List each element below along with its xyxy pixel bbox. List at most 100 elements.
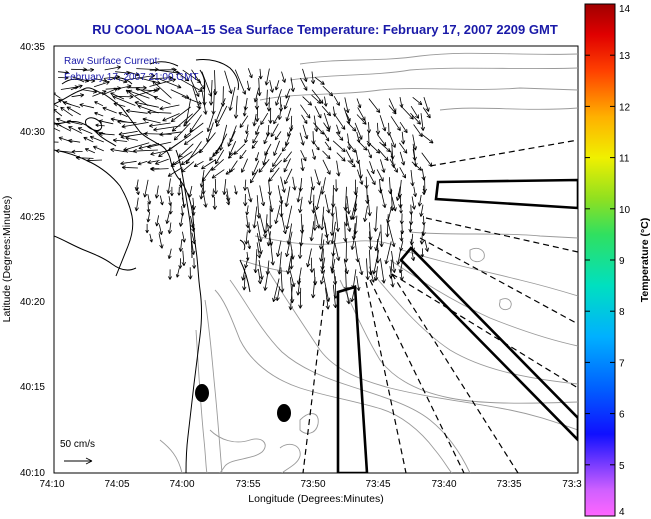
current-vector: [77, 127, 93, 135]
current-vector: [284, 186, 291, 208]
current-vector: [252, 113, 257, 127]
current-vector: [113, 102, 126, 107]
current-vector: [330, 221, 336, 245]
current-vector: [79, 103, 95, 109]
current-vector: [158, 233, 164, 249]
current-vector: [373, 206, 378, 232]
current-vector: [259, 185, 266, 207]
x-tick-label: 73:55: [235, 479, 260, 490]
current-vector: [171, 67, 190, 82]
current-vector: [166, 178, 171, 194]
current-vector: [379, 141, 391, 153]
current-vector: [60, 106, 73, 117]
current-vector: [215, 149, 225, 165]
current-vector: [154, 185, 160, 199]
current-vector: [314, 76, 325, 85]
current-vector: [280, 213, 287, 235]
current-vector: [335, 131, 344, 141]
current-vector: [159, 78, 182, 89]
current-vector: [124, 148, 136, 153]
current-vector: [376, 134, 387, 147]
current-vector: [421, 133, 434, 144]
current-vector: [345, 286, 351, 305]
y-axis: 40:35 40:30 40:25 40:20 40:15 40:10 Lati…: [1, 42, 45, 479]
current-vector: [272, 278, 280, 303]
x-tick-label: 73:35: [496, 479, 521, 490]
current-vector: [92, 90, 107, 97]
current-vector: [285, 88, 291, 99]
current-vector: [225, 168, 235, 175]
current-vector: [243, 179, 248, 191]
current-vector: [241, 158, 248, 173]
current-vector: [281, 142, 290, 152]
current-vector: [134, 197, 139, 212]
legend-current-label: Raw Surface Current:: [64, 56, 160, 67]
current-vector: [281, 71, 286, 83]
colorbar-tick-label: 8: [619, 307, 625, 318]
current-vectors: [54, 65, 434, 311]
current-vector: [389, 159, 398, 173]
current-vector: [125, 136, 138, 141]
current-vector: [203, 194, 208, 208]
current-vector: [208, 79, 214, 106]
current-vector: [188, 267, 193, 280]
current-vector: [400, 131, 406, 145]
current-vector: [149, 233, 153, 243]
current-vector: [137, 104, 159, 114]
current-vector: [149, 75, 173, 80]
current-vector: [268, 107, 273, 124]
current-vector: [66, 106, 81, 116]
current-vector: [275, 286, 281, 302]
current-vector: [149, 78, 176, 87]
current-vector: [314, 169, 321, 186]
current-vector: [358, 260, 364, 276]
current-vector: [192, 258, 197, 269]
current-vector: [399, 204, 403, 214]
current-vector: [159, 104, 180, 111]
current-vector: [313, 115, 319, 132]
current-vector: [298, 287, 303, 309]
current-vector: [171, 113, 193, 132]
current-vector: [117, 119, 137, 125]
current-vector: [58, 136, 73, 143]
current-vector: [102, 106, 117, 114]
current-vector: [242, 275, 247, 291]
current-vector: [258, 158, 270, 173]
current-vector: [399, 269, 404, 281]
current-vector: [153, 125, 181, 132]
current-vector: [258, 68, 263, 80]
current-vector: [158, 224, 163, 235]
current-vector: [299, 132, 305, 146]
current-vector: [54, 92, 61, 99]
current-vector: [255, 125, 260, 135]
current-vector: [366, 169, 376, 186]
current-vector: [312, 203, 321, 229]
current-vector: [94, 111, 104, 117]
current-vector: [201, 159, 217, 170]
current-vector: [300, 158, 305, 172]
current-vector: [276, 240, 282, 257]
current-vector: [190, 241, 196, 255]
current-vector: [323, 132, 330, 142]
y-tick-label: 40:25: [20, 212, 45, 223]
current-vector: [345, 213, 352, 232]
current-vector: [162, 113, 180, 122]
current-vector: [83, 78, 96, 83]
current-vector: [242, 106, 247, 117]
current-vector: [181, 161, 195, 173]
current-vector: [251, 140, 258, 149]
current-vector: [313, 142, 320, 151]
current-vector: [71, 149, 83, 154]
current-vector: [380, 258, 386, 284]
x-tick-label: 73:50: [300, 479, 325, 490]
current-vector: [263, 214, 269, 234]
current-vector: [167, 222, 173, 234]
current-vector: [345, 112, 351, 122]
current-vector: [121, 165, 138, 170]
current-vector: [410, 105, 420, 119]
current-vector: [412, 96, 423, 106]
legend-current-time: February 17, 2007 21:00 GMT: [64, 72, 199, 83]
current-vector: [146, 202, 151, 213]
current-vector: [285, 107, 292, 122]
current-vector: [125, 89, 149, 107]
